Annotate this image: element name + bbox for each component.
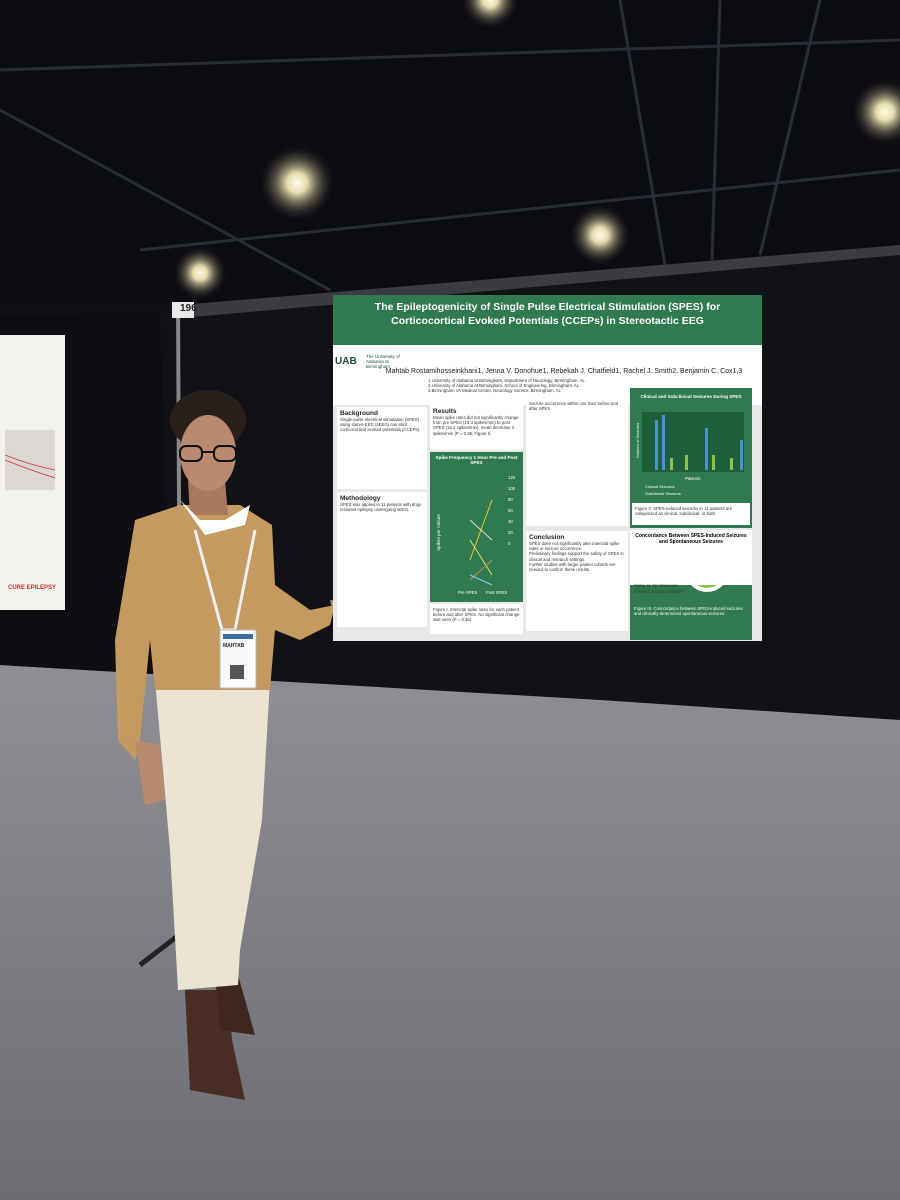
title-line: Corticocortical Evoked Potentials (CCEPs… <box>391 315 704 327</box>
affiliations: 1.University of Alabama at Birmingham, D… <box>428 378 688 394</box>
figure1-title: Spike Frequency 1 Hour Pre and Post SPES <box>435 455 518 465</box>
x-label: Pre SPES <box>458 590 478 595</box>
legend-entry: Subclinical Seizures <box>645 491 681 496</box>
background-box: Background Single-pulse electrical stimu… <box>337 407 427 489</box>
tick-label: 20 <box>508 530 513 535</box>
conclusion-box: Conclusion SPES does not significantly a… <box>526 531 628 631</box>
line-decoration <box>469 499 493 586</box>
affiliation: 1.University of Alabama at Birmingham, D… <box>428 378 585 383</box>
tick-label: 80 <box>508 497 513 502</box>
section-heading: Methodology <box>340 495 381 502</box>
tick-label: 0 <box>508 541 511 546</box>
logo: UAB <box>335 356 357 367</box>
ceiling-truss <box>0 0 900 292</box>
bullet: Further studies with larger patient coho… <box>529 561 616 573</box>
figure3-title: Concordance Between SPES-Induced Seizure… <box>630 530 752 585</box>
figure2-title: Clinical and Subclinical Seizures During… <box>640 394 742 399</box>
methodology-box: Methodology SPES was applied in 11 patie… <box>337 492 427 627</box>
title-line: The Epileptogenicity of Single Pulse Ele… <box>374 301 721 313</box>
section-text: Single-pulse electrical stimulation (SPE… <box>340 417 421 433</box>
figure3-caption: Figure III. Concordance between SPES-ind… <box>634 606 743 617</box>
x-label: Post SPES <box>486 590 508 595</box>
authors: Mahtab Rostamihosseinkhani1, Jenna V. Do… <box>385 368 743 375</box>
bar-decoration <box>655 415 743 470</box>
affiliation: 3.Birmingham VA Medical Center, Neurolog… <box>428 388 561 394</box>
figure2-x-label: Patients <box>685 476 701 481</box>
section-heading: Conclusion <box>529 534 565 541</box>
badge-name: MAHTAB <box>223 643 245 649</box>
figure2-y-label: Number of Seizures <box>635 422 641 459</box>
figure1-caption: Figure I. Interictal spike rates for eac… <box>430 604 523 634</box>
poster-title: The Epileptogenicity of Single Pulse Ele… <box>333 300 762 328</box>
affiliation: 2.University of Alabama at Birmingham, S… <box>428 383 580 389</box>
booth-number: 196 <box>180 303 197 314</box>
bullet: SPES does not significantly alter interi… <box>529 541 620 552</box>
figure2-caption: Figure II. SPES-induced seizures in 11 p… <box>632 503 750 525</box>
tick-label: 120 <box>508 475 516 480</box>
section-heading: Background <box>340 410 378 417</box>
side-poster-logo: CURE EPILEPSY <box>8 585 57 591</box>
tick-label: 40 <box>508 519 513 524</box>
tick-label: 60 <box>508 508 513 513</box>
person <box>115 390 385 1100</box>
bullet: Preliminary findings support the safety … <box>529 551 624 562</box>
legend-entry: Involved Seizure Network <box>634 589 683 594</box>
section-heading: Results <box>433 408 457 415</box>
pie-label: 82% <box>707 575 719 581</box>
figure1-ticks: 120 100 80 60 40 20 0 <box>508 472 515 549</box>
tick-label: 100 <box>508 486 516 491</box>
section-text: SPES was applied in 11 patients with dru… <box>340 502 422 513</box>
section-text: Mean spike rates did not significantly c… <box>433 415 519 436</box>
figure1-y-label: Spikes per minute <box>435 514 441 551</box>
legend-entry: Same as Spontaneous <box>634 583 678 588</box>
results-box: Results Mean spike rates did not signifi… <box>430 405 523 450</box>
seizure-box: Seizure occurrence within one hour befor… <box>526 398 628 526</box>
institution: The University of Alabama at Birmingham <box>366 354 400 369</box>
legend-entry: Clinical Seizures <box>645 484 675 489</box>
